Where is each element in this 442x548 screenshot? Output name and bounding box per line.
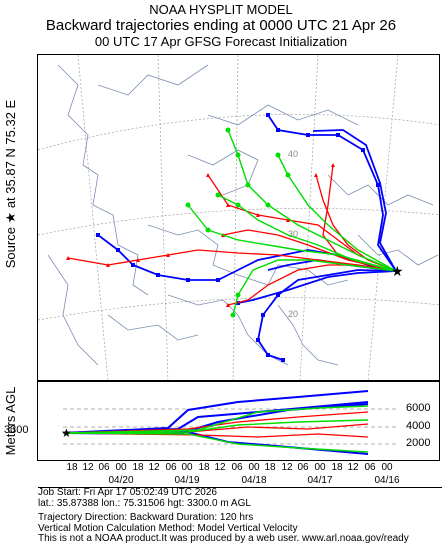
- date-tick: 04/20: [108, 475, 134, 486]
- height-profile-panel: ★: [37, 381, 440, 461]
- lat-label-30: 30: [288, 229, 298, 239]
- time-tick: 12: [82, 462, 94, 473]
- blue-markers: [96, 113, 380, 362]
- date-tick: 04/18: [241, 475, 267, 486]
- time-tick: 18: [264, 462, 276, 473]
- start-height-label: 3300: [4, 424, 29, 436]
- time-tick: 06: [98, 462, 110, 473]
- time-tick: 06: [364, 462, 376, 473]
- height-canvas: ★: [61, 390, 398, 455]
- ytick-6000: 6000: [406, 402, 431, 414]
- grid-labels: 40 30 20: [288, 149, 298, 319]
- time-tick: 00: [181, 462, 193, 473]
- time-tick: 06: [297, 462, 309, 473]
- trajectory-direction: Trajectory Direction: Backward Duration:…: [38, 512, 254, 524]
- time-tick: 12: [347, 462, 359, 473]
- time-tick: 00: [314, 462, 326, 473]
- disclaimer: This is not a NOAA product.It was produc…: [38, 533, 409, 545]
- time-tick: 00: [248, 462, 260, 473]
- map-grid: [38, 55, 439, 380]
- time-tick: 12: [281, 462, 293, 473]
- red-trajectories: [67, 164, 397, 306]
- blue-trajectories: [97, 114, 397, 361]
- time-tick: 12: [148, 462, 160, 473]
- time-tick: 18: [331, 462, 343, 473]
- coastlines: [47, 64, 439, 366]
- blue-height-lines: [62, 390, 369, 455]
- time-tick: 18: [198, 462, 210, 473]
- model-title: NOAA HYSPLIT MODEL: [149, 2, 293, 17]
- date-tick: 04/16: [374, 475, 400, 486]
- date-tick: 04/17: [307, 475, 333, 486]
- time-tick: 12: [214, 462, 226, 473]
- height-source-star-icon: ★: [61, 426, 72, 440]
- source-star-icon: ★: [391, 263, 404, 279]
- time-axis: 18 12 06 00 18 12 06 00 18 12 06 00 18 1…: [37, 462, 440, 492]
- forecast-subtitle: 00 UTC 17 Apr GFSG Forecast Initializati…: [94, 34, 348, 49]
- source-location-label: Source ★ at 35.87 N 75.32 E: [3, 99, 18, 269]
- lat-label-40: 40: [288, 149, 298, 159]
- time-tick: 18: [132, 462, 144, 473]
- date-tick: 04/19: [174, 475, 200, 486]
- job-location: lat.: 35.87388 lon.: 75.31506 hgt: 3300.…: [38, 497, 251, 509]
- time-tick: 06: [165, 462, 177, 473]
- job-start: Job Start: Fri Apr 17 05:02:49 UTC 2026: [38, 487, 217, 498]
- vertical-motion: Vertical Motion Calculation Method: Mode…: [38, 522, 298, 534]
- y-axis-label: Meters AGL: [3, 386, 18, 456]
- time-tick: 06: [231, 462, 243, 473]
- time-tick: 00: [381, 462, 393, 473]
- page-title: Backward trajectories ending at 0000 UTC…: [45, 17, 397, 34]
- green-markers: [185, 127, 291, 318]
- map-canvas: 40 30 20: [38, 55, 439, 380]
- job-info: Job Start: Fri Apr 17 05:02:49 UTC 2026 …: [38, 487, 442, 545]
- time-tick: 18: [66, 462, 78, 473]
- ytick-4000: 4000: [406, 420, 431, 432]
- lat-label-20: 20: [288, 309, 298, 319]
- time-tick: 00: [115, 462, 127, 473]
- ytick-2000: 2000: [406, 437, 431, 449]
- green-height-lines: [62, 405, 369, 453]
- trajectory-map: 40 30 20: [37, 54, 440, 381]
